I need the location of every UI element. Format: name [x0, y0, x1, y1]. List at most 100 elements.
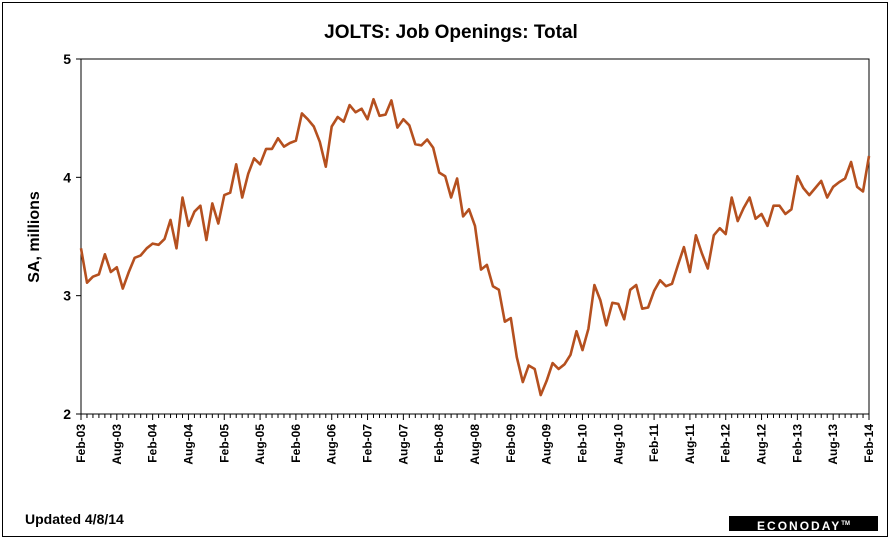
data-point: [390, 99, 392, 101]
brand-name: ECONODAY: [757, 519, 842, 533]
data-point: [504, 321, 506, 323]
data-point: [128, 271, 130, 273]
x-tick-label: Aug-09: [540, 424, 554, 465]
data-point: [832, 186, 834, 188]
data-point: [295, 140, 297, 142]
data-point: [331, 126, 333, 128]
data-point: [784, 213, 786, 215]
data-point: [361, 108, 363, 110]
data-point: [498, 289, 500, 291]
data-point: [570, 354, 572, 356]
data-point: [796, 175, 798, 177]
data-point: [379, 115, 381, 117]
data-point: [593, 284, 595, 286]
data-point: [701, 252, 703, 254]
data-point: [199, 205, 201, 207]
data-point: [456, 178, 458, 180]
x-tick-label: Feb-07: [361, 424, 375, 463]
data-point: [605, 324, 607, 326]
data-point: [301, 112, 303, 114]
x-axis: Feb-03 Aug-03 Feb-04 Aug-04 Feb-05 Aug-05 Feb-…: [74, 414, 876, 465]
data-point: [528, 365, 530, 367]
data-point: [665, 285, 667, 287]
x-tick-label: Aug-05: [253, 424, 267, 465]
brand-trademark: TM: [841, 521, 850, 527]
data-point: [647, 307, 649, 309]
data-point: [98, 273, 100, 275]
y-tick-label: 3: [63, 288, 71, 304]
data-point: [683, 246, 685, 248]
data-point: [116, 266, 118, 268]
data-point: [695, 234, 697, 236]
data-point: [773, 205, 775, 207]
data-point: [343, 121, 345, 123]
data-point: [349, 104, 351, 106]
y-axis-label: SA, millions: [26, 191, 43, 283]
x-tick-label: Aug-04: [181, 424, 195, 465]
data-point: [820, 180, 822, 182]
y-tick-label: 2: [63, 406, 71, 422]
x-tick-label: Aug-03: [110, 424, 124, 465]
data-point: [552, 362, 554, 364]
data-point: [587, 328, 589, 330]
data-point: [522, 381, 524, 383]
data-point: [432, 147, 434, 149]
data-point: [814, 187, 816, 189]
data-point: [289, 142, 291, 144]
data-point: [516, 356, 518, 358]
data-point: [802, 187, 804, 189]
data-point: [277, 137, 279, 139]
data-point: [193, 211, 195, 213]
data-point: [134, 257, 136, 259]
data-point: [486, 264, 488, 266]
data-point: [170, 219, 172, 221]
data-point: [480, 269, 482, 271]
data-point: [564, 363, 566, 365]
x-tick-label: Aug-07: [396, 424, 410, 465]
data-point: [546, 380, 548, 382]
x-tick-label: Aug-13: [826, 424, 840, 465]
data-point: [510, 317, 512, 319]
data-point: [235, 163, 237, 165]
x-tick-label: Feb-03: [74, 424, 88, 463]
data-point: [838, 181, 840, 183]
data-point: [826, 197, 828, 199]
x-tick-label: Feb-10: [575, 424, 589, 463]
data-point: [540, 394, 542, 396]
data-point: [582, 349, 584, 351]
data-point: [188, 225, 190, 227]
data-point: [367, 118, 369, 120]
data-point: [617, 303, 619, 305]
data-point: [104, 253, 106, 255]
data-point: [152, 243, 154, 245]
data-point: [80, 247, 82, 249]
data-point: [761, 213, 763, 215]
x-tick-label: Feb-14: [862, 424, 876, 463]
data-point: [229, 192, 231, 194]
data-point: [265, 148, 267, 150]
data-point: [223, 194, 225, 196]
data-point: [176, 247, 178, 249]
data-point: [743, 207, 745, 209]
data-point: [182, 197, 184, 199]
data-point: [635, 284, 637, 286]
data-point: [492, 285, 494, 287]
data-point: [576, 330, 578, 332]
data-point: [259, 163, 261, 165]
data-point: [599, 299, 601, 301]
y-axis: 2 3 4 5: [63, 51, 81, 422]
updated-date: Updated 4/8/14: [25, 511, 124, 527]
data-point: [241, 197, 243, 199]
data-point: [438, 172, 440, 174]
x-tick-label: Feb-04: [146, 424, 160, 463]
series-line: [79, 97, 871, 397]
data-point: [408, 124, 410, 126]
data-point: [641, 308, 643, 310]
data-point: [474, 225, 476, 227]
x-tick-label: Feb-05: [217, 424, 231, 463]
series-group: [79, 97, 871, 397]
data-point: [689, 271, 691, 273]
data-point: [749, 197, 751, 199]
data-point: [319, 141, 321, 143]
data-point: [164, 238, 166, 240]
